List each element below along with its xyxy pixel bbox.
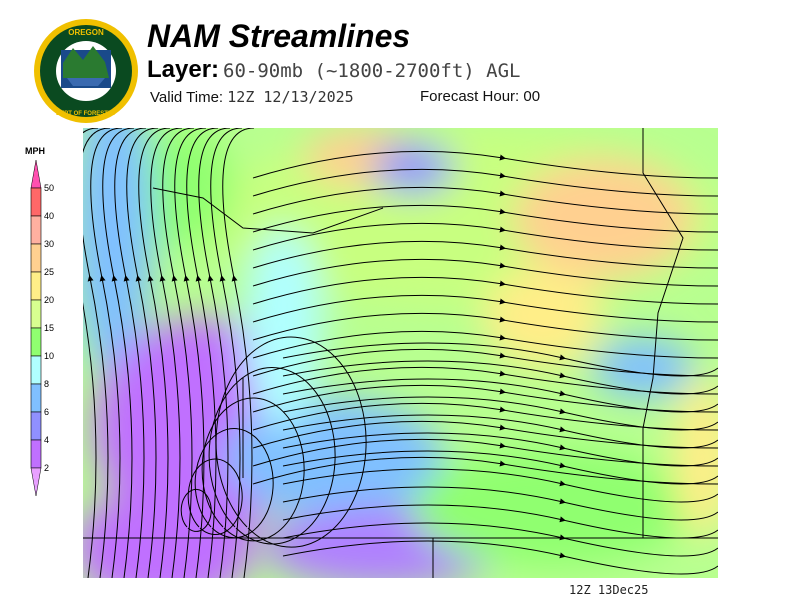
streamline	[252, 222, 718, 251]
odf-logo: OREGON DEPT OF FORESTRY	[34, 19, 138, 123]
legend-tick-label: 15	[44, 323, 54, 333]
streamline	[282, 378, 718, 413]
streamline	[90, 128, 123, 578]
streamline	[162, 128, 195, 578]
legend-tick-label: 2	[44, 463, 49, 473]
legend-swatch	[30, 243, 42, 273]
streamline	[252, 186, 718, 215]
streamline	[252, 294, 718, 323]
legend-swatch	[30, 439, 42, 469]
valid-time-value: 12Z 12/13/2025	[227, 88, 354, 106]
legend-tick-label: 40	[44, 211, 54, 221]
timestamp-stamp: 12Z 13Dec25	[569, 583, 649, 597]
streamline	[201, 397, 305, 542]
streamlines	[83, 128, 718, 578]
streamline	[252, 204, 718, 233]
streamline-map[interactable]	[83, 128, 718, 578]
streamline	[252, 420, 718, 449]
streamline	[282, 342, 718, 377]
legend-swatch	[30, 411, 42, 441]
streamline	[282, 432, 718, 467]
legend-swatch	[30, 215, 42, 245]
valid-time-label: Valid Time:	[150, 89, 224, 106]
svg-text:OREGON: OREGON	[68, 28, 104, 37]
streamline	[83, 128, 111, 578]
streamline	[126, 128, 159, 578]
streamline	[252, 402, 718, 431]
svg-text:DEPT OF FORESTRY: DEPT OF FORESTRY	[56, 111, 116, 117]
streamline	[282, 540, 718, 575]
forecast-hour-label: Forecast Hour:	[420, 88, 520, 105]
streamline	[150, 128, 183, 578]
streamline	[252, 366, 718, 395]
legend-tick-label: 30	[44, 239, 54, 249]
streamline	[187, 458, 243, 535]
streamline	[252, 330, 718, 359]
streamline	[174, 128, 207, 578]
streamline	[252, 240, 718, 269]
page-title: NAM Streamlines	[147, 18, 411, 54]
legend-under-arrow	[30, 467, 42, 497]
legend-tick-label: 50	[44, 183, 54, 193]
streamline	[282, 450, 718, 485]
streamline	[252, 276, 718, 305]
forecast-hour: Forecast Hour: 00	[420, 88, 540, 105]
layer-label: Layer:	[147, 56, 220, 83]
streamline	[282, 360, 718, 395]
streamline	[252, 168, 718, 197]
streamline	[252, 456, 718, 485]
legend-tick-label: 25	[44, 267, 54, 277]
layer-info: Layer: 60-90mb (~1800-2700ft) AGL	[147, 56, 520, 84]
forecast-hour-value: 00	[523, 88, 541, 105]
legend-swatch	[30, 299, 42, 329]
streamline	[222, 128, 255, 578]
streamline	[210, 128, 243, 578]
streamline	[114, 128, 147, 578]
streamline	[282, 468, 718, 503]
legend-over-arrow	[30, 159, 42, 189]
streamline	[102, 128, 135, 578]
layer-value: 60-90mb (~1800-2700ft) AGL	[223, 60, 521, 82]
streamline	[252, 438, 718, 467]
valid-time: Valid Time: 12Z 12/13/2025	[150, 88, 354, 106]
legend-tick-label: 10	[44, 351, 54, 361]
legend-tick-label: 8	[44, 379, 49, 389]
streamline	[252, 384, 718, 413]
legend-tick-label: 6	[44, 407, 49, 417]
streamline	[138, 128, 171, 578]
state-boundaries	[83, 128, 718, 578]
streamline	[215, 336, 367, 548]
legend-unit: MPH	[25, 146, 45, 156]
streamline	[252, 312, 718, 341]
streamline	[252, 258, 718, 287]
streamline	[83, 128, 99, 578]
streamline	[282, 486, 718, 521]
legend-tick-label: 20	[44, 295, 54, 305]
streamline	[282, 522, 718, 557]
streamline	[194, 428, 274, 539]
legend-swatch	[30, 327, 42, 357]
legend-tick-label: 4	[44, 435, 49, 445]
streamline	[198, 128, 231, 578]
legend-swatch	[30, 355, 42, 385]
legend-swatch	[30, 271, 42, 301]
streamline	[282, 396, 718, 431]
streamline	[252, 150, 718, 179]
legend-swatch	[30, 187, 42, 217]
color-legend: MPH 50 40 30 25 20 15 10 8 6 4 2	[25, 146, 54, 497]
legend-swatch	[30, 383, 42, 413]
streamline	[252, 348, 718, 377]
